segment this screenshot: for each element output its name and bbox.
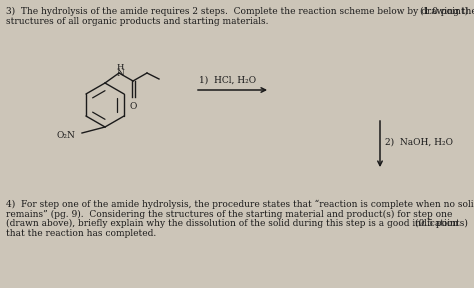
Text: that the reaction has completed.: that the reaction has completed. [6, 228, 156, 238]
Text: 1)  HCl, H₂O: 1) HCl, H₂O [199, 76, 256, 85]
Text: (drawn above), briefly explain why the dissolution of the solid during this step: (drawn above), briefly explain why the d… [6, 219, 458, 228]
Text: 2)  NaOH, H₂O: 2) NaOH, H₂O [385, 137, 453, 147]
Text: O: O [129, 102, 137, 111]
Text: (0.5 points): (0.5 points) [415, 219, 468, 228]
Text: N: N [116, 69, 124, 79]
Text: H: H [116, 63, 124, 71]
Text: O₂N: O₂N [56, 132, 75, 141]
Text: 4)  For step one of the amide hydrolysis, the procedure states that “reaction is: 4) For step one of the amide hydrolysis,… [6, 200, 474, 209]
Text: (1.0 point): (1.0 point) [420, 7, 468, 16]
Text: remains” (pg. 9).  Considering the structures of the starting material and produ: remains” (pg. 9). Considering the struct… [6, 209, 452, 219]
Text: structures of all organic products and starting materials.: structures of all organic products and s… [6, 17, 268, 26]
Text: 3)  The hydrolysis of the amide requires 2 steps.  Complete the reaction scheme : 3) The hydrolysis of the amide requires … [6, 7, 474, 16]
